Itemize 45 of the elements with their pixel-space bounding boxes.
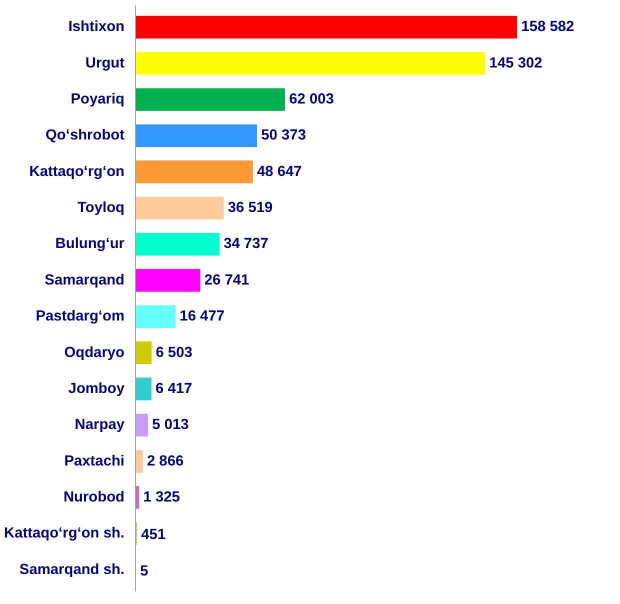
bar (136, 52, 486, 75)
y-tick-label: Jomboy (68, 380, 126, 397)
y-tick-label: Narpay (74, 417, 126, 434)
y-tick-label: Urgut (85, 55, 125, 72)
data-label: 158 582 (521, 19, 574, 36)
data-label: 5 (140, 563, 148, 580)
bar (136, 305, 176, 328)
data-label: 34 737 (224, 236, 268, 252)
bar (136, 196, 224, 220)
data-label: 2 866 (146, 453, 184, 470)
y-tick-label: Samarqand sh. (19, 562, 125, 578)
data-label: 451 (141, 527, 166, 544)
bar (136, 160, 253, 184)
y-tick-label: Nurobod (63, 489, 125, 506)
bar (136, 450, 143, 473)
data-label: 6 503 (156, 344, 192, 361)
data-label: 145 302 (489, 55, 542, 72)
y-tick-label: Samarqand (44, 272, 125, 288)
data-label: 48 647 (256, 164, 302, 180)
data-label: 5 013 (152, 417, 189, 434)
data-label: 50 373 (261, 128, 306, 144)
data-label: 6 417 (155, 380, 192, 397)
bar (136, 16, 518, 39)
data-label: 26 741 (204, 272, 250, 288)
bar (136, 88, 286, 111)
bar (136, 269, 200, 292)
y-tick-label: Toyloq (78, 200, 125, 216)
y-tick-label: Kattaqo‘rg‘on sh. (4, 526, 125, 542)
y-tick-label: Kattaqo‘rg‘on (29, 164, 125, 180)
y-tick-label: Paxtachi (64, 453, 125, 470)
data-label: 16 477 (180, 308, 225, 325)
y-tick-label: Bulung‘ur (55, 236, 125, 252)
y-tick-label: Ishtixon (68, 19, 125, 36)
data-label: 1 325 (143, 489, 180, 506)
y-tick-label: Oqdaryo (64, 344, 125, 361)
bar (136, 124, 258, 148)
data-label: 36 519 (228, 200, 273, 216)
bar (136, 414, 148, 436)
data-label: 62 003 (289, 92, 334, 108)
bar (136, 378, 152, 400)
y-tick-label: Qo‘shrobot (46, 128, 125, 144)
y-tick-label: Pastdarg‘om (36, 308, 125, 325)
bar (136, 232, 220, 256)
bar (136, 341, 152, 364)
y-tick-label: Poyariq (70, 92, 125, 108)
